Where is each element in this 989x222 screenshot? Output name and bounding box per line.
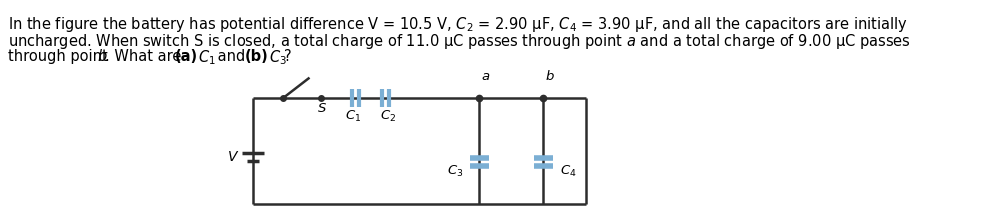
Text: (b): (b) bbox=[244, 49, 268, 64]
Text: $C_1$: $C_1$ bbox=[345, 109, 361, 124]
Text: uncharged. When switch S is closed, a total charge of 11.0 μC passes through poi: uncharged. When switch S is closed, a to… bbox=[8, 32, 911, 51]
Text: ?: ? bbox=[284, 49, 292, 64]
Text: S: S bbox=[317, 102, 326, 115]
Text: b: b bbox=[97, 49, 107, 64]
Text: $C_4$: $C_4$ bbox=[560, 164, 577, 179]
Text: a: a bbox=[482, 70, 490, 83]
Text: . What are: . What are bbox=[105, 49, 186, 64]
Text: V: V bbox=[228, 151, 237, 165]
Text: $C_2$: $C_2$ bbox=[380, 109, 396, 124]
Text: through point: through point bbox=[8, 49, 113, 64]
Text: and: and bbox=[213, 49, 250, 64]
Text: In the figure the battery has potential difference V = 10.5 V, $C_2$ = 2.90 μF, : In the figure the battery has potential … bbox=[8, 15, 908, 34]
Text: $C_3$: $C_3$ bbox=[265, 49, 287, 67]
Text: $C_1$: $C_1$ bbox=[194, 49, 217, 67]
Text: b: b bbox=[546, 70, 554, 83]
Text: (a): (a) bbox=[174, 49, 198, 64]
Text: $C_3$: $C_3$ bbox=[447, 164, 464, 179]
